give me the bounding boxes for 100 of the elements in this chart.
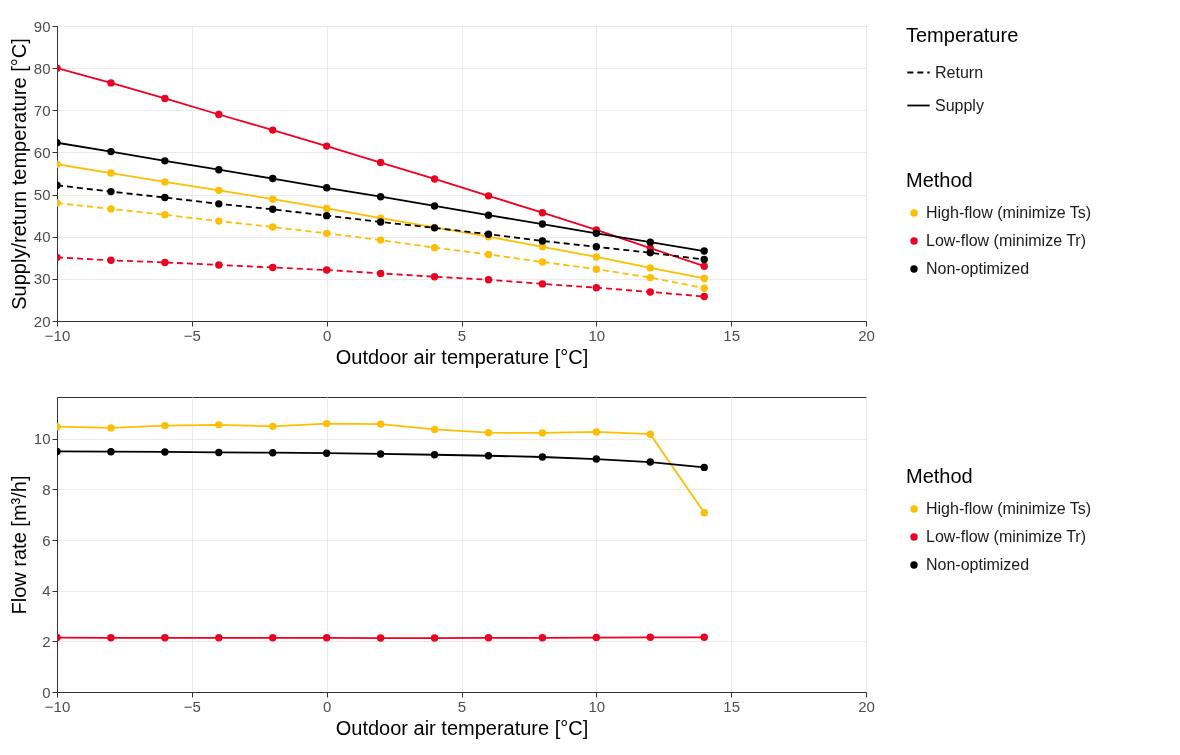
point bbox=[430, 243, 439, 252]
point bbox=[430, 175, 439, 183]
point bbox=[646, 273, 654, 282]
point bbox=[215, 421, 223, 429]
point bbox=[322, 184, 331, 192]
y-tick-label: 2 bbox=[42, 632, 51, 650]
point bbox=[646, 430, 654, 438]
point bbox=[269, 174, 277, 183]
point bbox=[538, 453, 547, 461]
y-tick-label: 70 bbox=[33, 101, 51, 119]
point bbox=[538, 634, 547, 642]
point bbox=[646, 288, 654, 296]
x-axis-title: Outdoor air temperature [°C] bbox=[335, 716, 589, 739]
point bbox=[161, 421, 169, 430]
y-tick-label: 50 bbox=[33, 186, 51, 204]
point bbox=[484, 250, 493, 259]
point bbox=[700, 633, 708, 642]
point bbox=[269, 422, 277, 431]
point bbox=[161, 258, 169, 267]
point bbox=[538, 429, 547, 437]
y-tick-label: 80 bbox=[33, 59, 51, 77]
point bbox=[376, 158, 385, 167]
x-tick-label: 0 bbox=[322, 697, 332, 715]
y-tick-label: 90 bbox=[33, 17, 51, 35]
text: Return bbox=[935, 63, 984, 81]
point bbox=[376, 269, 385, 278]
point bbox=[107, 634, 115, 642]
point bbox=[215, 200, 223, 208]
legend-label: High-flow (minimize Ts) bbox=[926, 204, 1092, 221]
x-tick-label: −5 bbox=[183, 326, 201, 344]
point bbox=[538, 280, 547, 288]
point bbox=[376, 634, 385, 642]
point bbox=[700, 509, 708, 517]
point bbox=[215, 634, 223, 642]
point bbox=[107, 169, 115, 177]
legend-label: Non-optimized bbox=[926, 556, 1030, 573]
point bbox=[269, 195, 277, 203]
x-tick-label: −5 bbox=[183, 697, 201, 715]
point bbox=[322, 449, 331, 457]
point bbox=[215, 261, 223, 269]
point bbox=[538, 258, 547, 266]
point bbox=[322, 419, 331, 428]
point bbox=[592, 455, 601, 463]
point bbox=[484, 452, 493, 460]
point bbox=[592, 253, 601, 261]
point bbox=[592, 284, 601, 292]
point bbox=[646, 249, 654, 257]
point bbox=[161, 94, 169, 103]
point bbox=[484, 192, 493, 200]
point bbox=[592, 265, 601, 273]
x-tick-label: 0 bbox=[322, 326, 332, 344]
point bbox=[700, 255, 708, 264]
point bbox=[538, 237, 547, 245]
point bbox=[376, 450, 385, 458]
point bbox=[107, 447, 115, 456]
point bbox=[269, 263, 277, 272]
point bbox=[161, 157, 169, 165]
point bbox=[322, 266, 331, 274]
legend-label: Low-flow (minimize Tr) bbox=[926, 528, 1087, 545]
point bbox=[484, 211, 493, 219]
y-tick-label: 10 bbox=[33, 430, 51, 448]
point bbox=[107, 187, 115, 196]
point bbox=[215, 186, 223, 195]
point bbox=[269, 634, 277, 642]
point bbox=[269, 126, 277, 134]
point bbox=[161, 178, 169, 186]
point bbox=[592, 229, 601, 238]
y-tick-label: 8 bbox=[42, 480, 51, 498]
x-tick-label: 10 bbox=[588, 697, 606, 715]
point bbox=[484, 429, 493, 437]
point bbox=[269, 449, 277, 457]
y-axis-title: Flow rate [m³/h] bbox=[7, 475, 30, 615]
legend-label: High-flow (minimize Ts) bbox=[926, 500, 1092, 517]
point bbox=[161, 634, 169, 642]
point bbox=[430, 202, 439, 210]
point bbox=[376, 236, 385, 244]
y-tick-label: 40 bbox=[33, 228, 51, 246]
point bbox=[269, 205, 277, 214]
point bbox=[700, 284, 708, 292]
point bbox=[430, 273, 439, 281]
point bbox=[322, 204, 331, 213]
x-tick-label: 10 bbox=[588, 326, 606, 344]
point bbox=[376, 192, 385, 201]
point bbox=[322, 211, 331, 220]
text: Method bbox=[906, 465, 973, 487]
x-tick-label: 20 bbox=[858, 697, 875, 715]
point bbox=[538, 220, 547, 228]
point bbox=[322, 142, 331, 150]
point bbox=[592, 633, 601, 642]
point bbox=[161, 448, 169, 456]
point bbox=[592, 243, 601, 251]
point bbox=[215, 110, 223, 119]
point bbox=[700, 247, 708, 255]
y-tick-label: 60 bbox=[33, 143, 51, 161]
point bbox=[376, 218, 385, 226]
point bbox=[107, 79, 115, 87]
point bbox=[646, 238, 654, 246]
point bbox=[322, 634, 331, 642]
point bbox=[430, 425, 439, 434]
point bbox=[700, 274, 708, 283]
